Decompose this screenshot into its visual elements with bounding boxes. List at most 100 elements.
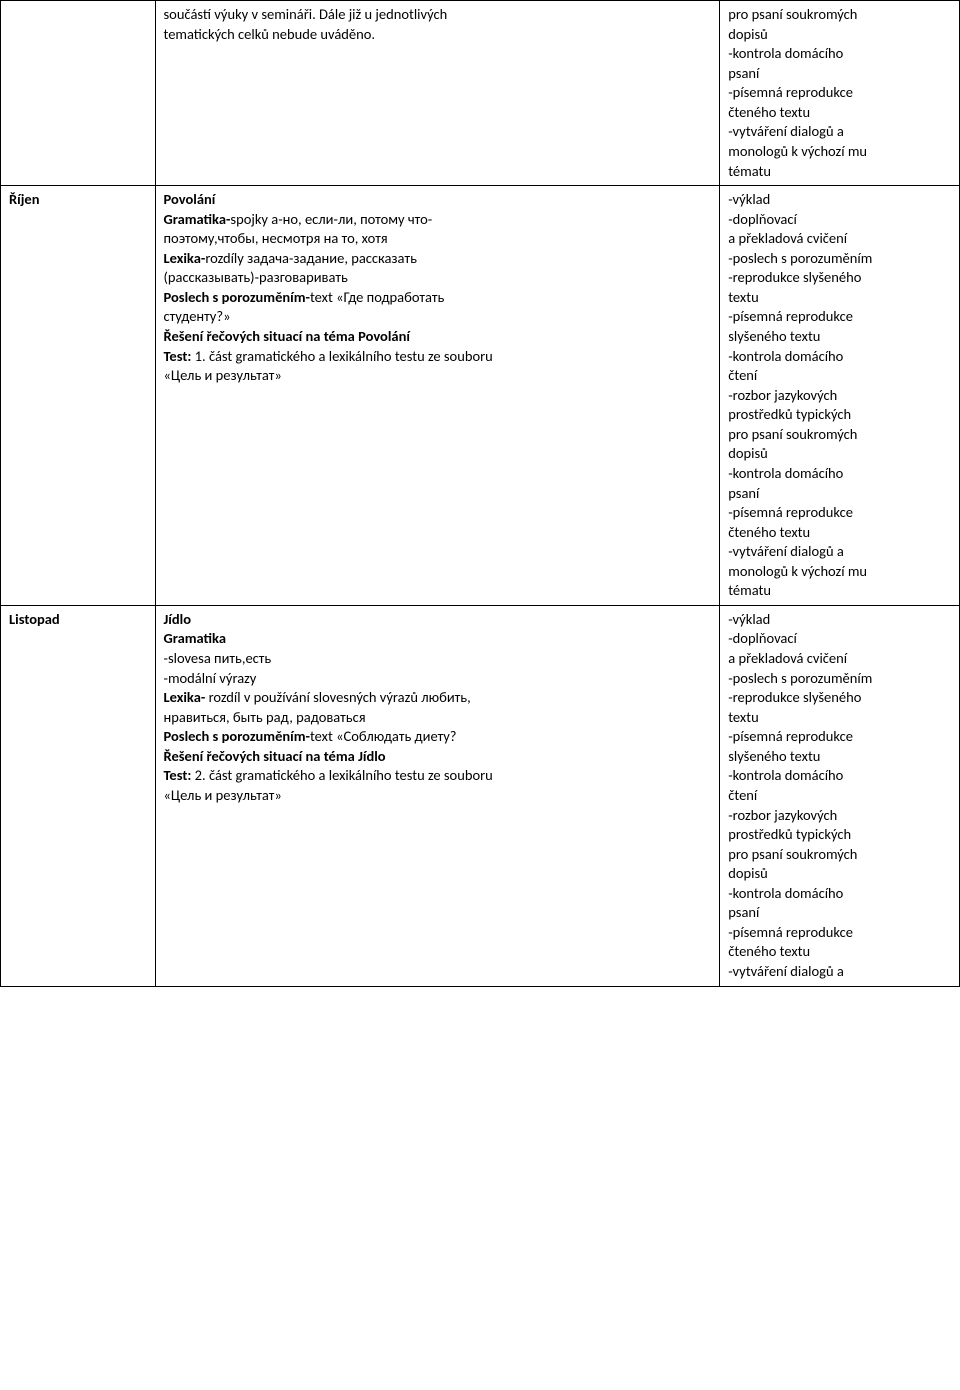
content-cell-line: Gramatika-spojky а-но, если-ли, потому ч… (164, 210, 714, 230)
methods-cell-line: -reprodukce slyšeného (728, 268, 953, 288)
content-cell-line: -slovesa пить,есть (164, 649, 714, 669)
text-run: Test: (164, 347, 195, 365)
content-cell-line: -modální výrazy (164, 669, 714, 689)
methods-cell-line: čtení (728, 786, 953, 806)
methods-cell-line: dopisů (728, 444, 953, 464)
content-cell-line: (рассказывать)-разговаривать (164, 268, 714, 288)
methods-cell-line: -písemná reprodukce (728, 923, 953, 943)
content-cell-line: tematických celků nebude uváděno. (164, 25, 714, 45)
methods-cell-line: -poslech s porozuměním (728, 669, 953, 689)
text-run: text «Соблюдать диету? (310, 727, 457, 745)
methods-cell-line: -vytváření dialogů a (728, 962, 953, 982)
methods-cell-line: -kontrola domácího (728, 766, 953, 786)
methods-cell-line: prostředků typických (728, 405, 953, 425)
page: součástí výuky v semináři. Dále již u je… (0, 0, 960, 987)
methods-cell-line: -vytváření dialogů a (728, 542, 953, 562)
text-run: spojky а-но, если-ли, потому что- (230, 210, 432, 228)
methods-cell-line: a překladová cvičení (728, 649, 953, 669)
text-run: rozdíl v používání slovesných výrazů люб… (209, 688, 471, 706)
content-cell-line: Poslech s porozuměním-text «Соблюдать ди… (164, 727, 714, 747)
content-cell-line: Řešení řečových situací na téma Povolání (164, 327, 714, 347)
methods-cell: pro psaní soukromýchdopisů-kontrola domá… (720, 1, 960, 186)
methods-cell-line: slyšeného textu (728, 327, 953, 347)
table-row: součástí výuky v semináři. Dále již u je… (1, 1, 960, 186)
content-cell-line: Test: 2. část gramatického a lexikálního… (164, 766, 714, 786)
methods-cell-line: -kontrola domácího (728, 884, 953, 904)
content-cell-line: поэтому,чтобы, несмотря на то, хотя (164, 229, 714, 249)
methods-cell-line: pro psaní soukromých (728, 5, 953, 25)
month-cell (1, 1, 156, 186)
methods-cell-line: -doplňovací (728, 210, 953, 230)
content-cell-line: Lexika-rozdíly задача-задание, рассказат… (164, 249, 714, 269)
text-run: 2. část gramatického a lexikálního testu… (195, 766, 493, 784)
methods-cell-line: -kontrola domácího (728, 347, 953, 367)
content-cell-line: студенту?» (164, 307, 714, 327)
methods-cell-line: -rozbor jazykových (728, 806, 953, 826)
text-run: Lexika- (164, 249, 206, 267)
content-cell-line: Jídlo (164, 610, 714, 630)
methods-cell-line: -vytváření dialogů a (728, 122, 953, 142)
methods-cell-line: čteného textu (728, 103, 953, 123)
month-label: Listopad (9, 610, 149, 630)
text-run: Poslech s porozuměním- (164, 288, 310, 306)
methods-cell-line: -výklad (728, 610, 953, 630)
content-cell: JídloGramatika-slovesa пить,есть-modální… (155, 605, 720, 986)
methods-cell-line: dopisů (728, 864, 953, 884)
methods-cell-line: -poslech s porozuměním (728, 249, 953, 269)
text-run: Gramatika- (164, 210, 231, 228)
methods-cell-line: -písemná reprodukce (728, 83, 953, 103)
month-cell: Říjen (1, 186, 156, 606)
methods-cell: -výklad-doplňovacía překladová cvičení-p… (720, 186, 960, 606)
methods-cell-line: dopisů (728, 25, 953, 45)
methods-cell-line: čteného textu (728, 942, 953, 962)
content-cell-line: нравиться, быть рад, радоваться (164, 708, 714, 728)
content-cell: součástí výuky v semináři. Dále již u je… (155, 1, 720, 186)
methods-cell-line: -písemná reprodukce (728, 727, 953, 747)
curriculum-table: součástí výuky v semináři. Dále již u je… (0, 0, 960, 987)
content-cell-line: «Цель и результат» (164, 366, 714, 386)
methods-cell: -výklad-doplňovacía překladová cvičení-p… (720, 605, 960, 986)
methods-cell-line: čtení (728, 366, 953, 386)
methods-cell-line: -rozbor jazykových (728, 386, 953, 406)
methods-cell-line: pro psaní soukromých (728, 845, 953, 865)
content-cell-line: Gramatika (164, 629, 714, 649)
methods-cell-line: -reprodukce slyšeného (728, 688, 953, 708)
month-cell: Listopad (1, 605, 156, 986)
text-run: Test: (164, 766, 195, 784)
methods-cell-line: monologů k výchozí mu (728, 142, 953, 162)
methods-cell-line: pro psaní soukromých (728, 425, 953, 445)
methods-cell-line: prostředků typických (728, 825, 953, 845)
content-cell-line: Test: 1. část gramatického a lexikálního… (164, 347, 714, 367)
methods-cell-line: -kontrola domácího (728, 464, 953, 484)
methods-cell-line: -doplňovací (728, 629, 953, 649)
content-cell-line: «Цель и результат» (164, 786, 714, 806)
text-run: Lexika- (164, 688, 209, 706)
methods-cell-line: -písemná reprodukce (728, 307, 953, 327)
content-cell: PovoláníGramatika-spojky а-но, если-ли, … (155, 186, 720, 606)
methods-cell-line: psaní (728, 64, 953, 84)
text-run: Poslech s porozuměním- (164, 727, 310, 745)
text-run: 1. část gramatického a lexikálního testu… (195, 347, 493, 365)
text-run: rozdíly задача-задание, рассказать (205, 249, 417, 267)
table-row: Listopad JídloGramatika-slovesa пить,есть… (1, 605, 960, 986)
methods-cell-line: -písemná reprodukce (728, 503, 953, 523)
content-cell-line: Řešení řečových situací na téma Jídlo (164, 747, 714, 767)
text-run: text «Где подработать (310, 288, 444, 306)
methods-cell-line: textu (728, 288, 953, 308)
methods-cell-line: textu (728, 708, 953, 728)
methods-cell-line: tématu (728, 581, 953, 601)
content-cell-line: Lexika- rozdíl v používání slovesných vý… (164, 688, 714, 708)
methods-cell-line: monologů k výchozí mu (728, 562, 953, 582)
methods-cell-line: -kontrola domácího (728, 44, 953, 64)
methods-cell-line: psaní (728, 484, 953, 504)
content-cell-line: Povolání (164, 190, 714, 210)
month-label: Říjen (9, 190, 149, 210)
methods-cell-line: čteného textu (728, 523, 953, 543)
methods-cell-line: -výklad (728, 190, 953, 210)
content-cell-line: Poslech s porozuměním-text «Где подработ… (164, 288, 714, 308)
content-cell-line: součástí výuky v semináři. Dále již u je… (164, 5, 714, 25)
methods-cell-line: psaní (728, 903, 953, 923)
table-row: Říjen PovoláníGramatika-spojky а-но, если… (1, 186, 960, 606)
methods-cell-line: slyšeného textu (728, 747, 953, 767)
methods-cell-line: tématu (728, 162, 953, 182)
